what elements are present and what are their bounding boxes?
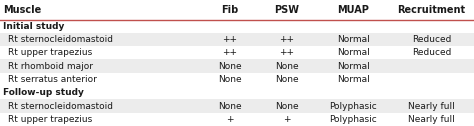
Text: Rt sternocleidomastoid: Rt sternocleidomastoid xyxy=(8,35,113,44)
Text: Rt upper trapezius: Rt upper trapezius xyxy=(8,48,92,57)
Text: Normal: Normal xyxy=(337,62,370,71)
Text: Polyphasic: Polyphasic xyxy=(329,102,377,111)
Text: MUAP: MUAP xyxy=(337,5,369,15)
Text: Rt upper trapezius: Rt upper trapezius xyxy=(8,115,92,124)
Bar xyxy=(0,99,474,113)
Text: Polyphasic: Polyphasic xyxy=(329,115,377,124)
Bar xyxy=(0,113,474,126)
Text: Reduced: Reduced xyxy=(411,48,451,57)
Text: +: + xyxy=(226,115,234,124)
Text: None: None xyxy=(275,102,299,111)
Text: Reduced: Reduced xyxy=(411,35,451,44)
Bar xyxy=(0,46,474,59)
Bar xyxy=(0,86,474,99)
Text: Normal: Normal xyxy=(337,35,370,44)
Text: Rt sternocleidomastoid: Rt sternocleidomastoid xyxy=(8,102,113,111)
Text: Normal: Normal xyxy=(337,48,370,57)
Text: Nearly full: Nearly full xyxy=(408,102,455,111)
Text: ++: ++ xyxy=(279,48,294,57)
Text: ++: ++ xyxy=(222,35,237,44)
Text: ++: ++ xyxy=(279,35,294,44)
Text: +: + xyxy=(283,115,291,124)
Text: None: None xyxy=(275,75,299,84)
Bar xyxy=(0,59,474,73)
Text: Normal: Normal xyxy=(337,75,370,84)
Text: Follow-up study: Follow-up study xyxy=(3,88,84,97)
Text: None: None xyxy=(275,62,299,71)
Bar xyxy=(0,33,474,46)
Text: Initial study: Initial study xyxy=(3,22,64,31)
Text: Nearly full: Nearly full xyxy=(408,115,455,124)
Bar xyxy=(0,20,474,33)
Text: None: None xyxy=(218,102,242,111)
Text: PSW: PSW xyxy=(274,5,299,15)
Text: Rt rhomboid major: Rt rhomboid major xyxy=(8,62,93,71)
Text: Recruitment: Recruitment xyxy=(397,5,465,15)
Text: ++: ++ xyxy=(222,48,237,57)
Text: Muscle: Muscle xyxy=(3,5,42,15)
Bar xyxy=(0,0,474,20)
Text: None: None xyxy=(218,62,242,71)
Bar xyxy=(0,73,474,86)
Text: None: None xyxy=(218,75,242,84)
Text: Rt serratus anterior: Rt serratus anterior xyxy=(8,75,97,84)
Text: Fib: Fib xyxy=(221,5,238,15)
